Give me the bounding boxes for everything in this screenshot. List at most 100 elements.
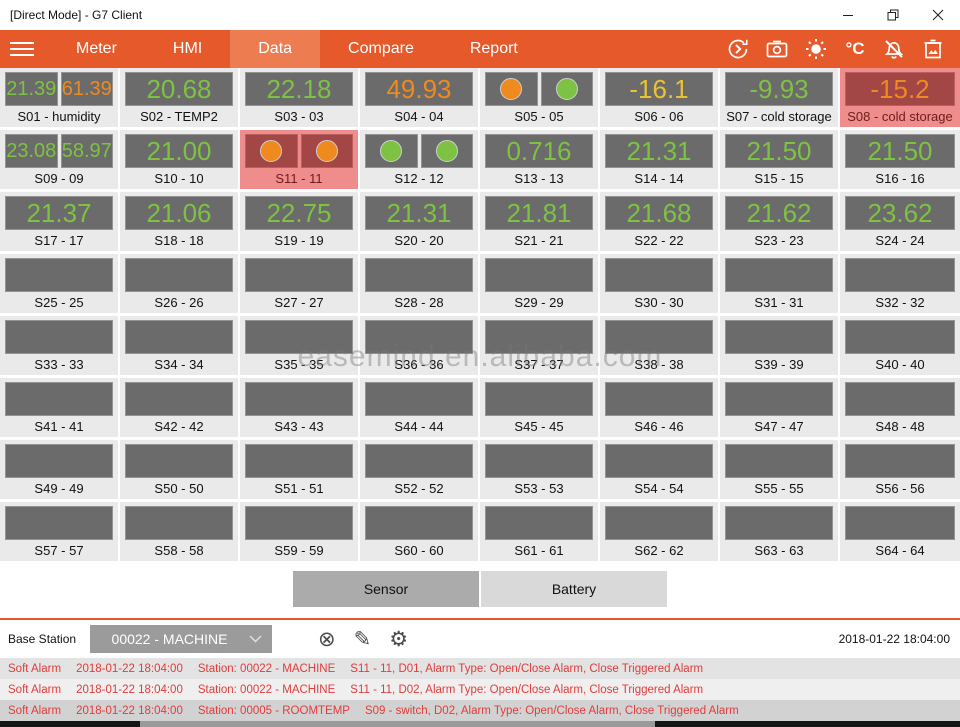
sensor-cell-s06[interactable]: -16.1 S06 - 06 bbox=[600, 68, 720, 130]
sensor-cell-s41[interactable]: S41 - 41 bbox=[0, 378, 120, 440]
cell-label: S11 - 11 bbox=[275, 171, 323, 186]
sensor-cell-s05[interactable]: S05 - 05 bbox=[480, 68, 600, 130]
sensor-cell-s48[interactable]: S48 - 48 bbox=[840, 378, 960, 440]
sensor-cell-s03[interactable]: 22.18 S03 - 03 bbox=[240, 68, 360, 130]
restore-button[interactable] bbox=[870, 0, 915, 30]
sensor-cell-s58[interactable]: S58 - 58 bbox=[120, 502, 240, 564]
cell-label: S03 - 03 bbox=[274, 109, 324, 124]
close-button[interactable] bbox=[915, 0, 960, 30]
sensor-cell-s24[interactable]: 23.62 S24 - 24 bbox=[840, 192, 960, 254]
sensor-cell-s26[interactable]: S26 - 26 bbox=[120, 254, 240, 316]
sensor-cell-s01[interactable]: 21.39 61.39 S01 - humidity bbox=[0, 68, 120, 130]
settings-icon[interactable]: ⚙ bbox=[389, 627, 409, 651]
sensor-value: 21.31 bbox=[626, 136, 692, 166]
bell-muted-icon[interactable] bbox=[881, 36, 907, 62]
sensor-cell-s40[interactable]: S40 - 40 bbox=[840, 316, 960, 378]
cancel-icon[interactable]: ⊗ bbox=[318, 627, 336, 651]
sensor-cell-s62[interactable]: S62 - 62 bbox=[600, 502, 720, 564]
sensor-cell-s61[interactable]: S61 - 61 bbox=[480, 502, 600, 564]
sensor-cell-s56[interactable]: S56 - 56 bbox=[840, 440, 960, 502]
sensor-cell-s10[interactable]: 21.00 S10 - 10 bbox=[120, 130, 240, 192]
sensor-cell-s25[interactable]: S25 - 25 bbox=[0, 254, 120, 316]
sensor-cell-s64[interactable]: S64 - 64 bbox=[840, 502, 960, 564]
sensor-cell-s14[interactable]: 21.31 S14 - 14 bbox=[600, 130, 720, 192]
sensor-cell-s49[interactable]: S49 - 49 bbox=[0, 440, 120, 502]
sensor-cell-s46[interactable]: S46 - 46 bbox=[600, 378, 720, 440]
alarm-row[interactable]: Soft Alarm 2018-01-22 18:04:00 Station: 00… bbox=[0, 679, 960, 700]
cell-label: S63 - 63 bbox=[754, 543, 804, 558]
sensor-cell-s12[interactable]: S12 - 12 bbox=[360, 130, 480, 192]
tab-compare[interactable]: Compare bbox=[348, 40, 414, 57]
sensor-cell-s39[interactable]: S39 - 39 bbox=[720, 316, 840, 378]
cell-label: S43 - 43 bbox=[274, 419, 324, 434]
sensor-cell-s53[interactable]: S53 - 53 bbox=[480, 440, 600, 502]
edit-icon[interactable]: ✎ bbox=[353, 627, 372, 651]
minimize-button[interactable] bbox=[825, 0, 870, 30]
tab-data[interactable]: Data bbox=[230, 30, 321, 68]
sensor-cell-s59[interactable]: S59 - 59 bbox=[240, 502, 360, 564]
cell-value-area bbox=[120, 254, 238, 294]
sensor-cell-s21[interactable]: 21.81 S21 - 21 bbox=[480, 192, 600, 254]
sensor-cell-s35[interactable]: S35 - 35 bbox=[240, 316, 360, 378]
cell-value-area bbox=[480, 440, 598, 480]
sensor-cell-s45[interactable]: S45 - 45 bbox=[480, 378, 600, 440]
sensor-cell-s07[interactable]: -9.93 S07 - cold storage bbox=[720, 68, 840, 130]
sensor-cell-s18[interactable]: 21.06 S18 - 18 bbox=[120, 192, 240, 254]
sensor-cell-s47[interactable]: S47 - 47 bbox=[720, 378, 840, 440]
sensor-cell-s44[interactable]: S44 - 44 bbox=[360, 378, 480, 440]
sensor-cell-s36[interactable]: S36 - 36 bbox=[360, 316, 480, 378]
sensor-cell-s11[interactable]: S11 - 11 bbox=[240, 130, 360, 192]
sensor-cell-s28[interactable]: S28 - 28 bbox=[360, 254, 480, 316]
sensor-cell-s38[interactable]: S38 - 38 bbox=[600, 316, 720, 378]
sensor-cell-s55[interactable]: S55 - 55 bbox=[720, 440, 840, 502]
sensor-cell-s43[interactable]: S43 - 43 bbox=[240, 378, 360, 440]
sensor-cell-s50[interactable]: S50 - 50 bbox=[120, 440, 240, 502]
delete-image-icon[interactable] bbox=[920, 36, 946, 62]
cell-label: S21 - 21 bbox=[514, 233, 564, 248]
sensor-cell-s52[interactable]: S52 - 52 bbox=[360, 440, 480, 502]
sensor-cell-s30[interactable]: S30 - 30 bbox=[600, 254, 720, 316]
sensor-cell-s57[interactable]: S57 - 57 bbox=[0, 502, 120, 564]
base-station-dropdown[interactable]: 00022 - MACHINE bbox=[90, 625, 272, 653]
sensor-cell-s13[interactable]: 0.716 S13 - 13 bbox=[480, 130, 600, 192]
sync-icon[interactable] bbox=[725, 36, 751, 62]
sensor-cell-s37[interactable]: S37 - 37 bbox=[480, 316, 600, 378]
tab-report[interactable]: Report bbox=[469, 40, 518, 57]
alarm-row[interactable]: Soft Alarm 2018-01-22 18:04:00 Station: 00… bbox=[0, 658, 960, 679]
status-dot-green bbox=[555, 78, 578, 100]
camera-icon[interactable] bbox=[764, 36, 790, 62]
sensor-cell-s09[interactable]: 23.08 58.97 S09 - 09 bbox=[0, 130, 120, 192]
sensor-cell-s19[interactable]: 22.75 S19 - 19 bbox=[240, 192, 360, 254]
sensor-cell-s27[interactable]: S27 - 27 bbox=[240, 254, 360, 316]
sensor-cell-s31[interactable]: S31 - 31 bbox=[720, 254, 840, 316]
sensor-cell-s32[interactable]: S32 - 32 bbox=[840, 254, 960, 316]
celsius-icon[interactable]: °C bbox=[845, 39, 865, 58]
sensor-tab-button[interactable]: Sensor bbox=[293, 571, 479, 607]
sensor-cell-s17[interactable]: 21.37 S17 - 17 bbox=[0, 192, 120, 254]
sensor-cell-s08[interactable]: -15.2 S08 - cold storage bbox=[840, 68, 960, 130]
sensor-cell-s42[interactable]: S42 - 42 bbox=[120, 378, 240, 440]
sensor-cell-s54[interactable]: S54 - 54 bbox=[600, 440, 720, 502]
alarm-row[interactable]: Soft Alarm 2018-01-22 18:04:00 Station: 00… bbox=[0, 700, 960, 721]
sensor-cell-s34[interactable]: S34 - 34 bbox=[120, 316, 240, 378]
sensor-cell-s63[interactable]: S63 - 63 bbox=[720, 502, 840, 564]
cell-value-area: 21.37 bbox=[0, 192, 118, 232]
sensor-cell-s23[interactable]: 21.62 S23 - 23 bbox=[720, 192, 840, 254]
sensor-cell-s16[interactable]: 21.50 S16 - 16 bbox=[840, 130, 960, 192]
sensor-cell-s15[interactable]: 21.50 S15 - 15 bbox=[720, 130, 840, 192]
sensor-cell-s51[interactable]: S51 - 51 bbox=[240, 440, 360, 502]
brightness-icon[interactable] bbox=[803, 36, 829, 62]
battery-tab-button[interactable]: Battery bbox=[481, 571, 667, 607]
sensor-cell-s60[interactable]: S60 - 60 bbox=[360, 502, 480, 564]
tab-meter[interactable]: Meter bbox=[76, 40, 117, 57]
title-bar: [Direct Mode] - G7 Client bbox=[0, 0, 960, 30]
cell-label: S04 - 04 bbox=[394, 109, 444, 124]
sensor-cell-s02[interactable]: 20.68 S02 - TEMP2 bbox=[120, 68, 240, 130]
sensor-cell-s29[interactable]: S29 - 29 bbox=[480, 254, 600, 316]
menu-icon[interactable] bbox=[0, 30, 48, 68]
sensor-cell-s33[interactable]: S33 - 33 bbox=[0, 316, 120, 378]
sensor-cell-s20[interactable]: 21.31 S20 - 20 bbox=[360, 192, 480, 254]
tab-hmi[interactable]: HMI bbox=[172, 40, 203, 57]
sensor-cell-s22[interactable]: 21.68 S22 - 22 bbox=[600, 192, 720, 254]
sensor-cell-s04[interactable]: 49.93 S04 - 04 bbox=[360, 68, 480, 130]
